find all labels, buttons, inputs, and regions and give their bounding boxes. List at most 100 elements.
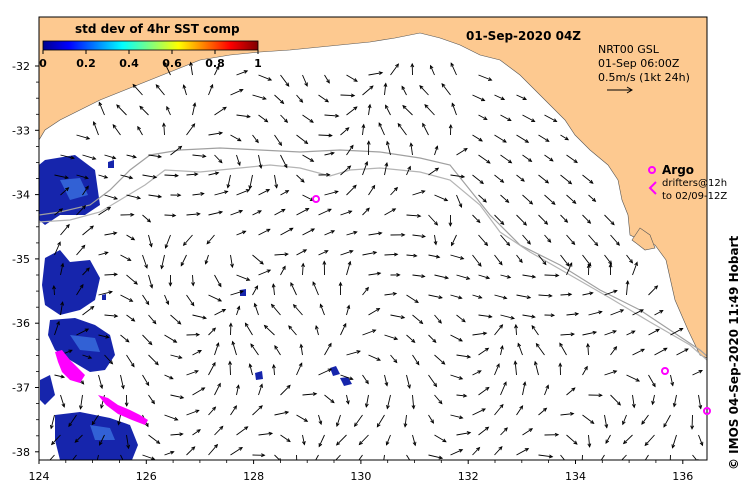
current-vector — [478, 347, 490, 356]
current-vector — [230, 134, 242, 142]
current-vector — [250, 343, 259, 356]
current-vector — [367, 103, 372, 116]
current-vector — [214, 274, 222, 288]
current-vector — [610, 394, 622, 406]
current-vector — [566, 154, 578, 164]
current-vector — [82, 305, 95, 316]
current-vector — [312, 281, 319, 296]
current-vector — [318, 94, 330, 103]
current-vector — [324, 342, 332, 356]
current-vector — [644, 454, 649, 460]
current-vector — [582, 414, 595, 425]
current-vector — [588, 393, 603, 398]
current-vector — [302, 228, 316, 236]
current-vector — [148, 234, 153, 248]
current-vector — [236, 426, 249, 436]
current-vector — [433, 234, 438, 246]
current-vector — [456, 314, 466, 323]
current-vector — [164, 61, 171, 76]
legend-time: 01-Sep 06:00Z — [598, 57, 680, 70]
current-vector — [248, 363, 253, 376]
current-vector — [544, 154, 554, 162]
current-vector — [236, 70, 249, 76]
current-vector — [362, 374, 369, 385]
current-vector — [280, 434, 291, 443]
current-vector — [368, 184, 376, 196]
current-vector — [164, 374, 174, 380]
current-vector — [324, 394, 335, 404]
current-vector — [522, 274, 537, 279]
colorbar-tick-label: 0 — [39, 57, 47, 70]
current-vector — [126, 354, 135, 368]
current-vector — [383, 454, 385, 460]
current-vector — [139, 105, 149, 116]
current-vector — [651, 394, 655, 406]
current-vector — [424, 104, 435, 116]
current-vector — [116, 104, 127, 116]
current-vector — [120, 254, 132, 261]
current-vector — [450, 62, 457, 76]
current-vector — [456, 431, 472, 436]
current-vector — [582, 330, 598, 336]
current-vector — [236, 384, 240, 396]
current-vector — [472, 94, 486, 102]
current-vector — [47, 454, 55, 460]
current-vector — [280, 114, 289, 123]
current-vector — [516, 254, 523, 264]
current-vector — [390, 63, 400, 76]
current-vector — [231, 340, 237, 356]
current-vector — [104, 194, 119, 200]
current-vector — [82, 354, 93, 359]
current-vector — [384, 208, 397, 216]
current-vector — [91, 414, 99, 426]
current-vector — [296, 362, 303, 376]
current-vector — [450, 334, 463, 342]
x-tick-label: 134 — [565, 470, 586, 483]
current-vector — [538, 174, 550, 184]
current-vector — [538, 454, 554, 459]
current-vector — [258, 154, 263, 169]
current-vector — [271, 283, 276, 296]
current-vector — [252, 405, 263, 416]
current-vector — [419, 85, 429, 96]
current-vector — [384, 334, 399, 341]
current-vector — [346, 106, 358, 116]
current-vector — [412, 274, 426, 279]
current-vector — [315, 324, 319, 336]
current-vector — [522, 381, 527, 396]
current-vector — [648, 328, 660, 336]
current-vector — [428, 167, 440, 176]
current-vector — [54, 241, 61, 256]
current-vector — [544, 313, 556, 318]
current-vector — [522, 314, 536, 319]
sst-patch-highlights — [60, 178, 115, 440]
colorbar-tick-label: 1 — [254, 57, 262, 70]
current-vector — [280, 154, 288, 169]
current-vector — [340, 127, 350, 136]
current-vector — [428, 454, 444, 460]
current-vector — [672, 394, 677, 408]
current-vector — [406, 253, 418, 258]
current-vector — [500, 381, 507, 396]
current-vector — [340, 374, 354, 381]
current-vector — [318, 434, 325, 448]
current-vector — [610, 309, 625, 316]
argo-label: Argo — [662, 163, 694, 177]
y-tick-label: -38 — [12, 446, 30, 459]
current-vector — [148, 434, 161, 445]
current-vector — [296, 174, 305, 183]
current-vector — [236, 230, 247, 236]
current-vector — [409, 142, 414, 156]
current-vector — [448, 214, 453, 227]
current-vector — [368, 231, 383, 236]
current-vector — [280, 74, 290, 87]
current-vector — [538, 407, 548, 416]
current-vector — [560, 134, 570, 141]
current-vector — [126, 434, 131, 450]
x-tick-label: 130 — [350, 470, 371, 483]
current-vector — [494, 403, 504, 416]
argo-float — [703, 407, 711, 415]
current-vector — [98, 334, 110, 339]
current-vector — [208, 210, 224, 216]
current-vector — [301, 262, 305, 276]
